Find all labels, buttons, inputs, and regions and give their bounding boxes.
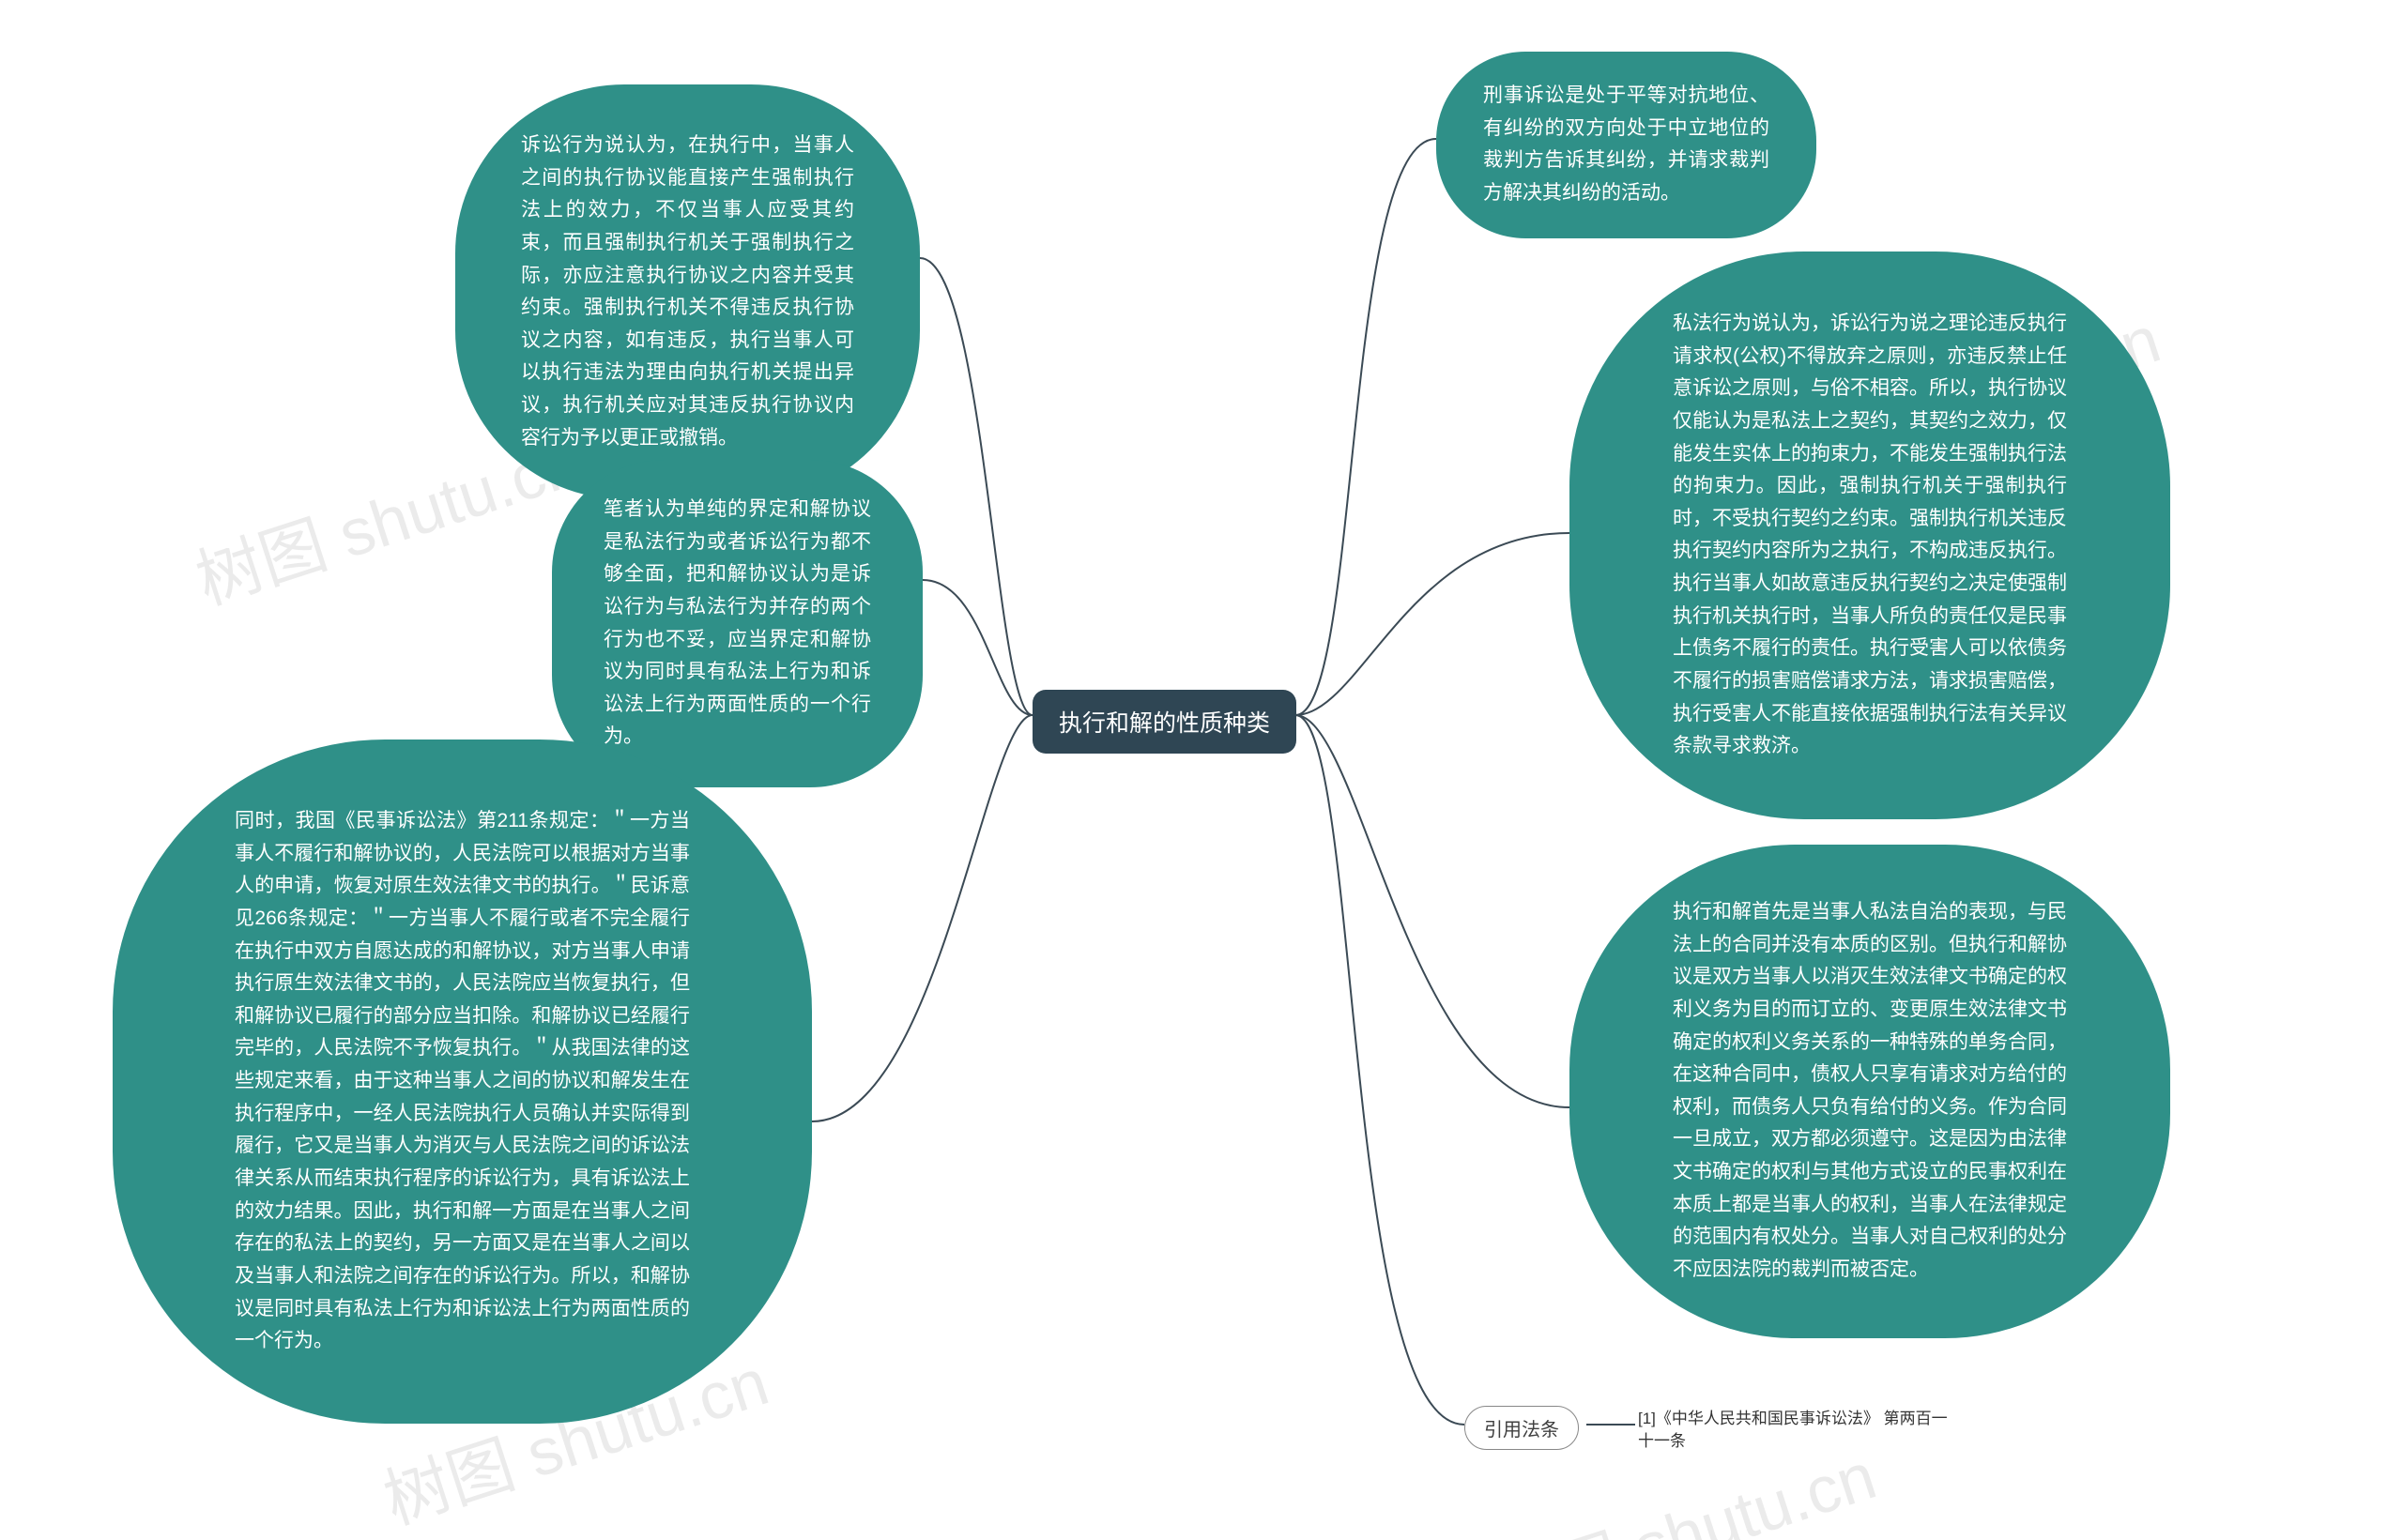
node-left1[interactable]: 诉讼行为说认为，在执行中，当事人之间的执行协议能直接产生强制执行法上的效力，不仅… [455, 84, 920, 499]
node-left3-text: 同时，我国《民事诉讼法》第211条规定：＂一方当事人不履行和解协议的，人民法院可… [235, 810, 690, 1351]
node-right2-text: 私法行为说认为，诉讼行为说之理论违反执行请求权(公权)不得放弃之原则，亦违反禁止… [1673, 313, 2067, 756]
node-left2-text: 笔者认为单纯的界定和解协议是私法行为或者诉讼行为都不够全面，把和解协议认为是诉讼… [604, 498, 871, 747]
node-left3[interactable]: 同时，我国《民事诉讼法》第211条规定：＂一方当事人不履行和解协议的，人民法院可… [113, 740, 812, 1424]
citation-node[interactable]: 引用法条 [1464, 1406, 1579, 1450]
node-right1-text: 刑事诉讼是处于平等对抗地位、有纠纷的双方向处于中立地位的裁判方告诉其纠纷，并请求… [1483, 84, 1769, 204]
edge [1295, 715, 1569, 1107]
center-node[interactable]: 执行和解的性质种类 [1033, 690, 1296, 754]
edge [1295, 533, 1569, 715]
edge [923, 580, 1033, 715]
node-right2[interactable]: 私法行为说认为，诉讼行为说之理论违反执行请求权(公权)不得放弃之原则，亦违反禁止… [1569, 252, 2170, 819]
edge [1295, 715, 1464, 1425]
node-right1[interactable]: 刑事诉讼是处于平等对抗地位、有纠纷的双方向处于中立地位的裁判方告诉其纠纷，并请求… [1436, 52, 1816, 238]
node-right3[interactable]: 执行和解首先是当事人私法自治的表现，与民法上的合同并没有本质的区别。但执行和解协… [1569, 845, 2170, 1338]
edge [920, 258, 1033, 715]
edge [1295, 139, 1436, 715]
node-right3-text: 执行和解首先是当事人私法自治的表现，与民法上的合同并没有本质的区别。但执行和解协… [1673, 901, 2067, 1280]
node-left2[interactable]: 笔者认为单纯的界定和解协议是私法行为或者诉讼行为都不够全面，把和解协议认为是诉讼… [552, 460, 923, 787]
node-left1-text: 诉讼行为说认为，在执行中，当事人之间的执行协议能直接产生强制执行法上的效力，不仅… [521, 134, 854, 449]
citation-detail: [1]《中华人民共和国民事诉讼法》 第两百一十一条 [1638, 1408, 1957, 1453]
